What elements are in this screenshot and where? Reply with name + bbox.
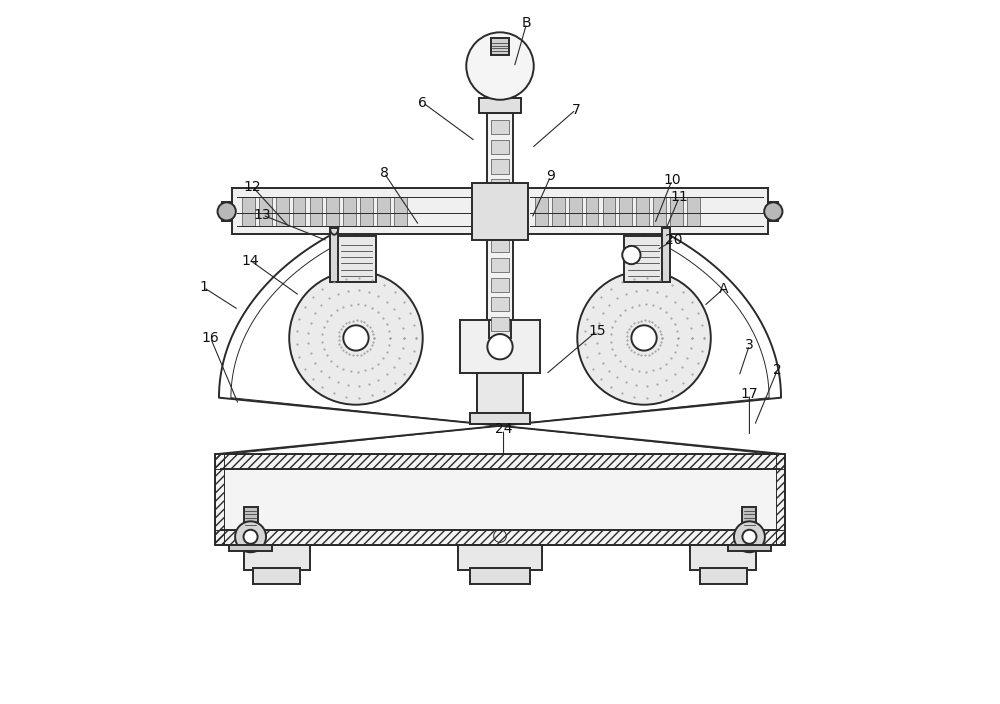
Bar xyxy=(310,196,322,225)
Circle shape xyxy=(235,522,266,552)
Circle shape xyxy=(289,271,423,405)
Bar xyxy=(215,454,224,545)
Text: 14: 14 xyxy=(242,253,259,268)
Bar xyxy=(569,196,582,225)
Bar xyxy=(491,218,509,232)
Bar xyxy=(232,188,475,234)
Bar xyxy=(491,238,509,252)
Text: B: B xyxy=(522,16,532,30)
Bar xyxy=(491,160,509,174)
Bar xyxy=(653,196,666,225)
Bar xyxy=(525,188,768,234)
Circle shape xyxy=(577,271,711,405)
Bar xyxy=(360,196,373,225)
Bar xyxy=(470,413,530,425)
Text: 6: 6 xyxy=(418,96,427,110)
Bar xyxy=(479,98,521,113)
Bar xyxy=(394,196,407,225)
Text: 7: 7 xyxy=(572,103,580,117)
Bar xyxy=(670,196,683,225)
Circle shape xyxy=(244,530,258,543)
Bar xyxy=(326,196,339,225)
Text: 3: 3 xyxy=(745,338,754,352)
Circle shape xyxy=(343,325,369,351)
Text: 17: 17 xyxy=(741,387,758,401)
Circle shape xyxy=(764,202,782,220)
Circle shape xyxy=(487,334,513,359)
Bar xyxy=(337,236,376,282)
Bar xyxy=(491,258,509,272)
Bar xyxy=(586,196,598,225)
Bar xyxy=(491,120,509,134)
Text: 20: 20 xyxy=(665,232,683,246)
Text: 10: 10 xyxy=(663,173,681,187)
Bar xyxy=(215,454,785,545)
Bar xyxy=(489,320,511,338)
Bar xyxy=(552,196,565,225)
Bar xyxy=(472,182,528,239)
Bar xyxy=(491,140,509,154)
Text: 24: 24 xyxy=(495,422,512,436)
Circle shape xyxy=(218,202,236,220)
Bar xyxy=(487,113,513,338)
Text: A: A xyxy=(719,282,728,296)
Bar xyxy=(768,201,778,221)
Circle shape xyxy=(734,522,765,552)
Bar xyxy=(491,179,509,193)
Text: 12: 12 xyxy=(244,180,261,194)
Text: 11: 11 xyxy=(670,190,688,204)
Bar xyxy=(776,454,785,545)
Bar xyxy=(491,317,509,331)
Circle shape xyxy=(742,530,756,543)
Bar xyxy=(215,530,785,545)
Bar xyxy=(619,196,632,225)
Circle shape xyxy=(622,246,641,264)
Circle shape xyxy=(631,325,657,351)
Bar xyxy=(242,196,255,225)
Bar xyxy=(343,196,356,225)
Bar xyxy=(491,38,509,56)
Text: 9: 9 xyxy=(546,170,555,183)
Bar xyxy=(215,454,785,470)
Bar xyxy=(477,373,523,414)
Bar xyxy=(491,297,509,311)
Bar xyxy=(662,227,670,282)
Bar xyxy=(491,277,509,291)
Bar xyxy=(293,196,305,225)
Bar xyxy=(460,320,540,373)
Bar xyxy=(491,199,509,213)
Bar xyxy=(470,568,530,584)
Circle shape xyxy=(466,32,534,100)
Bar xyxy=(244,507,258,527)
Bar xyxy=(535,196,548,225)
Bar xyxy=(377,196,390,225)
Bar xyxy=(728,545,771,551)
Bar xyxy=(690,545,756,570)
Text: 16: 16 xyxy=(202,331,219,345)
Bar xyxy=(244,545,310,570)
Bar xyxy=(222,201,232,221)
Bar xyxy=(259,196,272,225)
Bar xyxy=(458,545,542,570)
Text: 15: 15 xyxy=(588,324,606,338)
Text: 13: 13 xyxy=(254,208,271,222)
Bar xyxy=(603,196,615,225)
Bar xyxy=(624,236,663,282)
Bar xyxy=(253,568,300,584)
Bar xyxy=(229,545,272,551)
Text: 8: 8 xyxy=(380,166,389,180)
Bar xyxy=(276,196,289,225)
Bar xyxy=(700,568,747,584)
Bar xyxy=(687,196,700,225)
Bar xyxy=(330,227,338,282)
Text: 1: 1 xyxy=(199,280,208,294)
Bar xyxy=(742,507,756,527)
Bar xyxy=(636,196,649,225)
Text: 2: 2 xyxy=(773,363,782,377)
